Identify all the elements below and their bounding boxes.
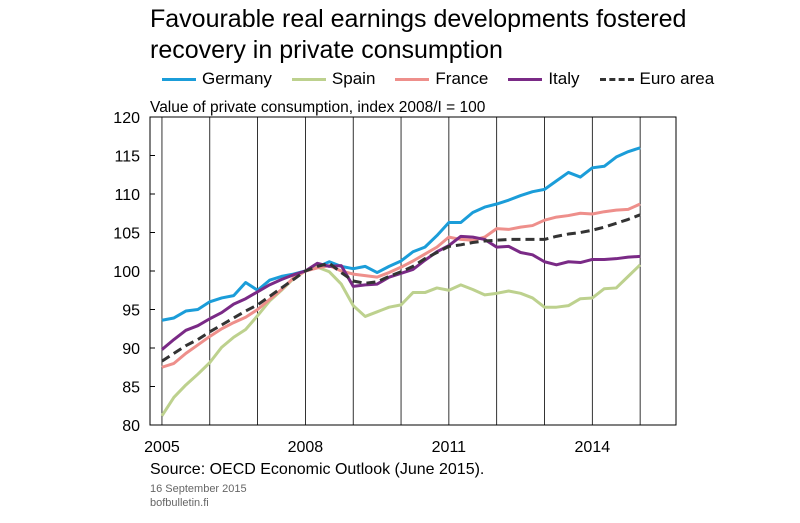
series-line-germany <box>161 146 641 322</box>
source-note: Source: OECD Economic Outlook (June 2015… <box>150 461 485 478</box>
y-tick-label-100: 100 <box>113 264 140 281</box>
legend-item-italy: Italy <box>508 69 580 89</box>
series-line-spain <box>160 263 642 417</box>
series-line-euro-area <box>161 213 641 363</box>
y-tick-label-110: 110 <box>114 187 140 204</box>
legend-swatch-germany <box>162 77 196 81</box>
legend-item-germany: Germany <box>162 69 272 89</box>
legend-swatch-spain <box>291 77 326 81</box>
site-name: bofbulletin.fi <box>150 497 209 509</box>
x-tick-label-2008: 2008 <box>288 439 324 456</box>
y-tick-label-90: 90 <box>122 341 140 358</box>
legend-item-spain: Spain <box>291 69 376 89</box>
y-axis-title: Value of private consumption, index 2008… <box>150 99 486 116</box>
legend-label-euro-area: Euro area <box>639 69 715 88</box>
y-tick-label-105: 105 <box>113 226 140 243</box>
legend-swatch-euro-area <box>599 77 634 81</box>
y-tick-label-115: 115 <box>114 149 140 166</box>
chart-title-line-1: Favourable real earnings developments fo… <box>150 5 687 33</box>
chart-grid <box>161 117 641 425</box>
y-tick-label-95: 95 <box>122 303 140 320</box>
chart-title: Favourable real earnings developments fo… <box>150 4 790 66</box>
chart-axes: 80 85 90 95 100 105 110 115 120 2005 2008 2011 2014 <box>113 110 610 456</box>
legend-item-france: France <box>395 69 488 89</box>
x-tick-label-2011: 2011 <box>432 439 467 456</box>
chart-title-line-2: recovery in private consumption <box>150 36 503 64</box>
y-tick-label-80: 80 <box>122 418 140 435</box>
legend-swatch-france <box>395 77 430 81</box>
legend-label-italy: Italy <box>548 69 580 88</box>
chart-series <box>160 146 642 417</box>
x-tick-label-2005: 2005 <box>144 439 180 456</box>
y-tick-label-120: 120 <box>113 110 140 127</box>
legend-label-germany: Germany <box>202 69 272 88</box>
legend-item-euro-area: Euro area <box>599 69 715 89</box>
legend-label-france: France <box>435 69 489 88</box>
series-line-france <box>161 202 641 369</box>
publication-date: 16 September 2015 <box>150 483 247 495</box>
x-tick-label-2014: 2014 <box>575 439 611 456</box>
legend-label-spain: Spain <box>331 69 376 88</box>
chart-legend: Germany Spain France Italy Euro area <box>162 68 734 90</box>
y-tick-label-85: 85 <box>122 380 140 397</box>
legend-swatch-italy <box>508 77 543 81</box>
